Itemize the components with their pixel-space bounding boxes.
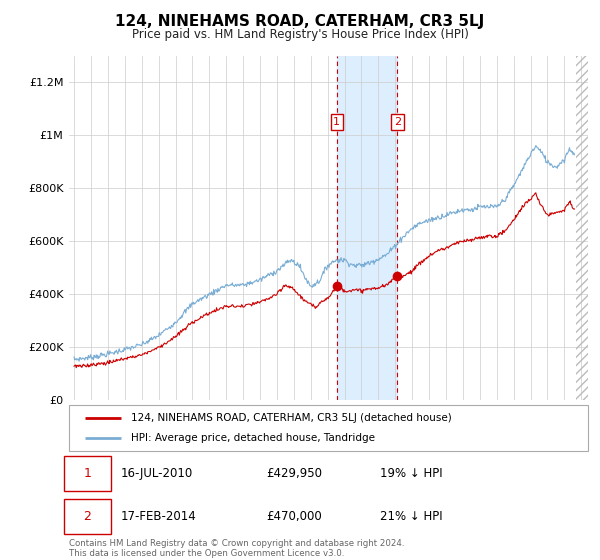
FancyBboxPatch shape [69, 405, 588, 451]
Text: HPI: Average price, detached house, Tandridge: HPI: Average price, detached house, Tand… [131, 433, 375, 443]
Text: 17-FEB-2014: 17-FEB-2014 [121, 510, 197, 524]
Text: 124, NINEHAMS ROAD, CATERHAM, CR3 5LJ: 124, NINEHAMS ROAD, CATERHAM, CR3 5LJ [115, 14, 485, 29]
Text: 1: 1 [83, 467, 91, 480]
FancyBboxPatch shape [64, 500, 110, 534]
Text: 124, NINEHAMS ROAD, CATERHAM, CR3 5LJ (detached house): 124, NINEHAMS ROAD, CATERHAM, CR3 5LJ (d… [131, 413, 452, 423]
Text: 2: 2 [83, 510, 91, 524]
Text: Price paid vs. HM Land Registry's House Price Index (HPI): Price paid vs. HM Land Registry's House … [131, 28, 469, 41]
Text: 16-JUL-2010: 16-JUL-2010 [121, 467, 193, 480]
Text: £429,950: £429,950 [266, 467, 322, 480]
Bar [337, 56, 397, 400]
Text: 2: 2 [394, 117, 401, 127]
FancyBboxPatch shape [64, 456, 110, 491]
Text: 21% ↓ HPI: 21% ↓ HPI [380, 510, 443, 524]
Text: 19% ↓ HPI: 19% ↓ HPI [380, 467, 443, 480]
Text: £470,000: £470,000 [266, 510, 322, 524]
Bar [576, 56, 600, 400]
Text: Contains HM Land Registry data © Crown copyright and database right 2024.
This d: Contains HM Land Registry data © Crown c… [69, 539, 404, 558]
Text: 1: 1 [333, 117, 340, 127]
